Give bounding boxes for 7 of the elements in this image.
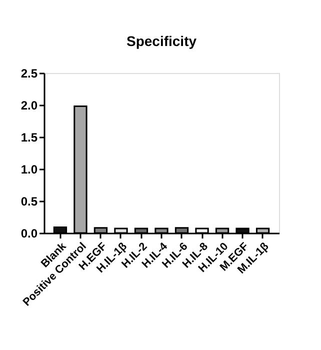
y-tick-label: 1.5 [20, 130, 38, 144]
chart-title: Specificity [126, 33, 197, 49]
y-tick-label: 2.0 [20, 98, 38, 112]
y-tick-label: 0.5 [20, 194, 38, 208]
y-tick-label: 1.0 [20, 162, 38, 176]
y-tick-label: 0.0 [20, 226, 38, 240]
y-tick-label: 2.5 [20, 66, 38, 80]
